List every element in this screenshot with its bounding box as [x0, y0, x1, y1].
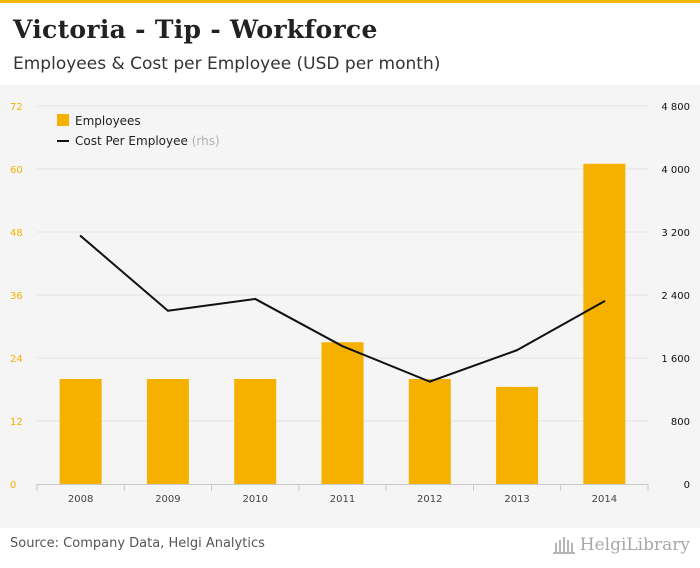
chart-header: Victoria - Tip - Workforce Employees & C… [0, 3, 700, 85]
top-accent-bar [0, 0, 700, 3]
legend-swatch-employees [57, 114, 69, 126]
chart-footer: Source: Company Data, Helgi Analytics He… [0, 528, 700, 568]
employees-bar[interactable] [321, 342, 364, 484]
cost-per-employee-point[interactable] [428, 380, 431, 383]
right-axis-tick-label: 1 600 [661, 354, 690, 365]
left-axis-tick-label: 72 [10, 102, 23, 113]
x-axis-tick-label: 2011 [330, 494, 355, 505]
employees-bars [59, 163, 626, 484]
right-axis-tick-label: 3 200 [661, 228, 690, 239]
chart-title: Victoria - Tip - Workforce [13, 15, 378, 44]
cost-per-employee-point[interactable] [516, 349, 519, 352]
x-axis-tick-label: 2010 [242, 494, 267, 505]
right-axis-tick-label: 2 400 [661, 291, 690, 302]
right-axis-tick-label: 4 000 [661, 165, 690, 176]
source-note: Source: Company Data, Helgi Analytics [10, 536, 265, 551]
cost-per-employee-point[interactable] [603, 300, 606, 303]
left-axis-tick-label: 60 [10, 165, 23, 176]
brand-name: HelgiLibrary [579, 535, 690, 555]
left-axis-tick-label: 24 [10, 354, 23, 365]
legend-label-cost[interactable]: Cost Per Employee (rhs) [75, 134, 220, 148]
x-axis-tick-label: 2008 [68, 494, 93, 505]
left-axis-tick-label: 12 [10, 417, 23, 428]
employees-bar[interactable] [59, 379, 102, 484]
library-building-icon [552, 537, 575, 554]
right-axis-tick-label: 800 [671, 417, 690, 428]
legend: Employees Cost Per Employee (rhs) [57, 114, 220, 148]
cost-per-employee-point[interactable] [341, 345, 344, 348]
axes: 0 0 12 800 24 1 600 36 2 400 48 3 200 60 4 000 72 4 8… [10, 102, 690, 505]
employees-bar[interactable] [234, 379, 277, 484]
cost-per-employee-line [79, 234, 606, 383]
cost-per-employee-point[interactable] [254, 297, 257, 300]
left-axis-tick-label: 36 [10, 291, 23, 302]
x-axis-tick-label: 2014 [592, 494, 617, 505]
employees-bar[interactable] [408, 379, 451, 484]
right-axis-tick-label: 0 [684, 480, 690, 491]
legend-label-cost-suffix: (rhs) [192, 134, 220, 148]
left-axis-tick-label: 0 [10, 480, 16, 491]
x-axis-tick-label: 2012 [417, 494, 442, 505]
brand-logo[interactable]: HelgiLibrary [552, 532, 690, 558]
right-axis-tick-label: 4 800 [661, 102, 690, 113]
employees-bar[interactable] [583, 163, 626, 484]
legend-label-employees[interactable]: Employees [75, 114, 141, 128]
x-axis-tick-label: 2013 [504, 494, 529, 505]
employees-bar[interactable] [496, 386, 539, 484]
legend-label-cost-name: Cost Per Employee [75, 134, 188, 148]
left-axis-tick-label: 48 [10, 228, 23, 239]
cost-per-employee-point[interactable] [79, 234, 82, 237]
employees-bar[interactable] [146, 379, 189, 484]
cost-per-employee-point[interactable] [166, 309, 169, 312]
chart-subtitle: Employees & Cost per Employee (USD per m… [13, 54, 441, 74]
x-axis-tick-label: 2009 [155, 494, 180, 505]
